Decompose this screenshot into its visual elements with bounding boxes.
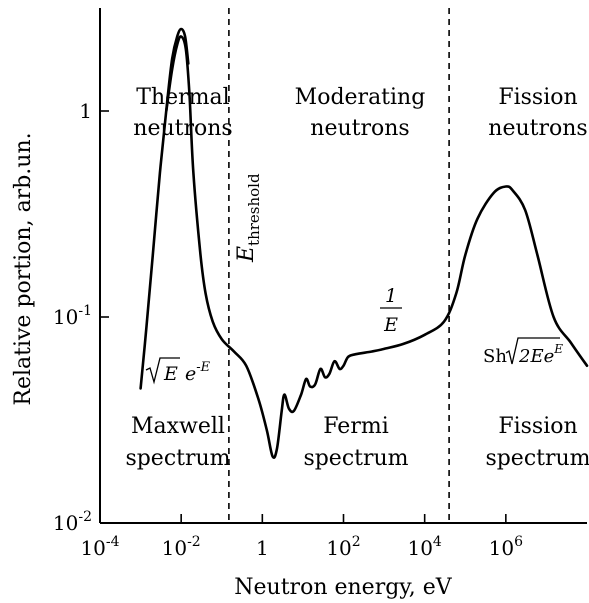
svg-text:e-E: e-E [185, 360, 211, 385]
fermi-formula: 1 E [380, 285, 402, 336]
threshold-label: Ethreshold [234, 173, 263, 263]
region-moderating-line-1: Moderating [295, 85, 426, 110]
fission-formula: Sh 2EeE [483, 337, 563, 367]
x-tick-label-0: 10-4 [80, 534, 119, 560]
region-moderating-line-2: neutrons [310, 116, 409, 141]
region-fermi-line-1: Fermi [323, 414, 389, 439]
x-tick-label-3: 102 [326, 534, 360, 560]
fission-root: 2Ee [518, 346, 554, 367]
maxwell-root: E [163, 363, 178, 385]
threshold-label-main: E [234, 246, 259, 263]
spectrum-curve-segment-0 [139, 27, 190, 390]
fission-radical-sign [505, 337, 560, 365]
fission-prefix: Sh [483, 346, 507, 367]
maxwell-formula: E e-E [145, 357, 211, 385]
region-fermi-line-2: spectrum [303, 446, 408, 471]
region-fission-spectrum-line-2: spectrum [485, 446, 589, 471]
region-boundaries [228, 8, 450, 523]
maxwell-radical-sign [145, 357, 180, 385]
x-axis-title: Neutron energy, eV [234, 575, 453, 600]
region-maxwell-line-1: Maxwell [131, 414, 225, 439]
region-fission-line-1: Fission [498, 85, 577, 110]
svg-text:E: E [163, 363, 178, 385]
x-tick-label-2: 1 [256, 536, 269, 560]
region-fission-line-2: neutrons [488, 116, 587, 141]
spectrum-curve-segment-1 [165, 35, 589, 459]
maxwell-exp: -E [196, 360, 210, 375]
y-tick-label-2: 1 [79, 99, 92, 123]
x-tick-label-1: 10-2 [162, 534, 201, 560]
region-maxwell-line-2: spectrum [125, 446, 230, 471]
maxwell-base: e [185, 363, 196, 385]
fission-exp: E [553, 342, 563, 356]
x-tick-label-4: 104 [407, 534, 441, 560]
series-curves [139, 27, 589, 459]
x-tick-label-5: 106 [489, 534, 523, 560]
region-thermal-line-2: neutrons [133, 116, 232, 141]
region-fission-spectrum-line-1: Fission [498, 414, 577, 439]
y-tick-label-1: 10-1 [53, 303, 92, 329]
svg-text:Ethreshold: Ethreshold [234, 173, 263, 263]
fermi-numerator: 1 [385, 285, 397, 307]
threshold-label-sub: threshold [245, 173, 263, 246]
region-thermal-line-1: Thermal [136, 85, 229, 110]
y-tick-label-0: 10-2 [53, 509, 92, 535]
y-axis-title: Relative portion, arb.un. [11, 132, 36, 405]
svg-text:2EeE: 2EeE [518, 342, 563, 367]
fermi-denominator: E [383, 314, 398, 336]
